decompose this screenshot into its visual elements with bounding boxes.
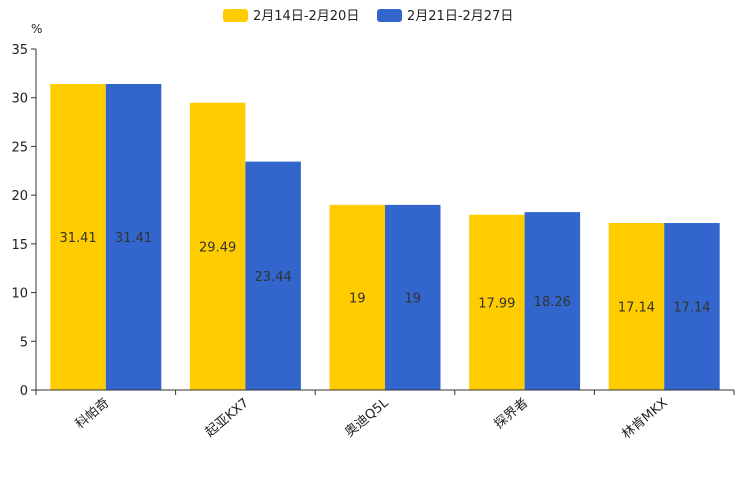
bar-2 — [664, 223, 720, 390]
bar-value-label: 17.99 — [478, 296, 515, 311]
bar-1 — [469, 214, 525, 390]
legend-label: 2月14日-2月20日 — [253, 9, 359, 24]
x-category-label: 奥迪Q5L — [342, 395, 392, 440]
bar-value-label: 29.49 — [199, 240, 236, 255]
x-category-label: 起亚KX7 — [203, 396, 252, 441]
bar-1 — [329, 204, 385, 390]
x-category-label: 探界者 — [492, 396, 532, 433]
x-axis: 科帕奇 起亚KX7 奥迪Q5L 探界者 林肯MKX — [35, 389, 735, 443]
y-tick-label: 0 — [20, 384, 28, 399]
bar-value-label: 17.14 — [618, 301, 655, 316]
x-category-label: 林肯MKX — [619, 396, 671, 443]
y-tick-label: 30 — [11, 92, 28, 107]
bar-1 — [50, 83, 106, 390]
legend-label: 2月21日-2月27日 — [407, 9, 513, 24]
bar-1 — [189, 102, 246, 391]
bar-value-label: 19 — [349, 291, 366, 306]
bar-2 — [105, 83, 162, 390]
bar-value-label: 19 — [404, 291, 421, 306]
x-category-label: 科帕奇 — [72, 395, 112, 432]
bar-value-label: 17.14 — [673, 301, 710, 316]
y-tick-label: 5 — [20, 335, 28, 350]
y-tick-label: 35 — [11, 43, 28, 58]
y-tick-label: 10 — [11, 287, 28, 302]
y-tick-label: 25 — [11, 140, 28, 155]
bar-2 — [245, 161, 301, 390]
bar-2 — [524, 212, 581, 390]
legend-swatch — [377, 9, 402, 22]
legend-swatch — [223, 9, 248, 22]
y-tick-label: 20 — [11, 189, 28, 204]
bar-2 — [385, 204, 441, 390]
y-axis-unit-label: % — [31, 22, 42, 36]
y-axis: 0 5 10 15 20 25 30 35 — [11, 43, 37, 399]
y-tick-label: 15 — [11, 238, 28, 253]
bar-value-label: 31.41 — [115, 231, 152, 246]
bar-1 — [608, 223, 665, 390]
bar-value-label: 23.44 — [255, 270, 292, 285]
bar-value-label: 18.26 — [534, 295, 571, 310]
bar-value-label: 31.41 — [59, 231, 96, 246]
legend: 2月14日-2月20日 2月21日-2月27日 — [223, 9, 513, 24]
bars: 31.41 31.41 29.49 23.44 19 19 17.99 18.26 17.14 1… — [50, 83, 720, 391]
